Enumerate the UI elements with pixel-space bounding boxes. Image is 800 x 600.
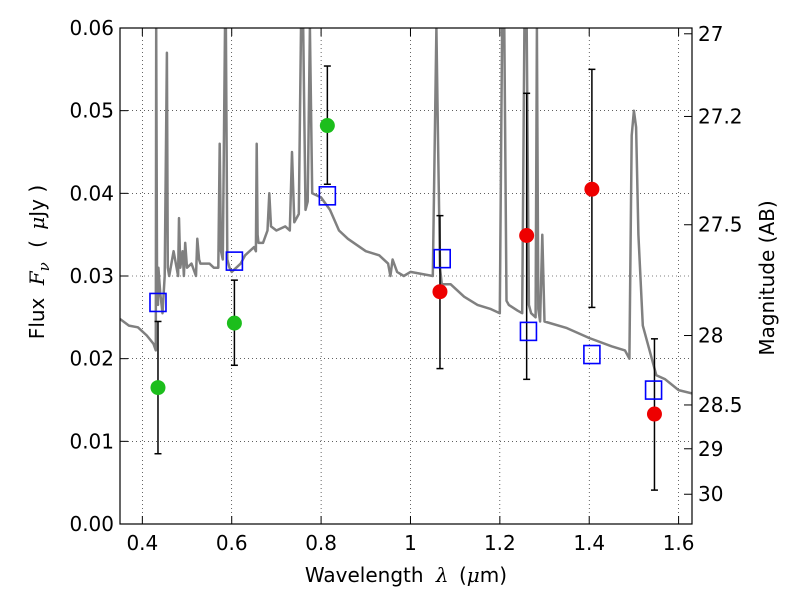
- model-square-marker: [225, 251, 244, 271]
- x-tick-label: 1.2: [484, 531, 516, 555]
- y2-tick-label: 27: [698, 22, 723, 46]
- y2-tick-label: 27.2: [698, 104, 743, 128]
- y2-tick-label: 29: [698, 437, 723, 461]
- y2-axis-label: Magnitude (AB): [755, 200, 779, 355]
- y-tick-label: 0.05: [69, 99, 114, 123]
- y-tick-label: 0.02: [69, 347, 114, 371]
- model-square-marker: [644, 380, 663, 400]
- series-layer: [120, 28, 692, 395]
- y-tick-label: 0.06: [69, 16, 114, 40]
- y2-tick-label: 28.5: [698, 393, 743, 417]
- y2-tick-label: 27.5: [698, 213, 743, 237]
- x-axis-label: Wavelength λ (μm): [305, 563, 507, 587]
- red-point-marker: [646, 406, 662, 422]
- sed-spectrum-line: [120, 28, 692, 395]
- x-tick-label: 1: [404, 531, 417, 555]
- marker-layer: [149, 65, 663, 491]
- y-tick-label: 0.04: [69, 181, 114, 205]
- model-square-marker: [318, 186, 337, 206]
- y-tick-label: 0.00: [69, 512, 114, 536]
- model-square-marker: [583, 344, 601, 365]
- green-point-marker: [150, 380, 166, 396]
- green-point-marker: [319, 118, 335, 134]
- model-square-marker: [519, 321, 538, 342]
- x-tick-label: 1.4: [573, 531, 605, 555]
- x-tick-label: 0.6: [216, 531, 248, 555]
- x-tick-label: 0.8: [305, 531, 337, 555]
- x-tick-label: 0.4: [126, 531, 158, 555]
- y2-tick-label: 30: [698, 482, 723, 506]
- red-point-marker: [584, 181, 600, 197]
- y-axis-label: Flux Fν ( μJy ): [25, 185, 54, 339]
- axes: 0.4 0.6 0.8 1 1.2 1.4 1.6 0.00 0.01 0.02 0.03 0.04 0…: [69, 16, 742, 555]
- red-point-marker: [432, 284, 448, 300]
- model-square-marker: [433, 248, 451, 269]
- green-point-marker: [226, 315, 242, 331]
- y-tick-label: 0.03: [69, 264, 114, 288]
- y2-tick-label: 28: [698, 324, 723, 348]
- red-point-marker: [519, 227, 535, 243]
- x-tick-label: 1.6: [663, 531, 695, 555]
- y-tick-label: 0.01: [69, 429, 114, 453]
- model-square-marker: [149, 292, 167, 313]
